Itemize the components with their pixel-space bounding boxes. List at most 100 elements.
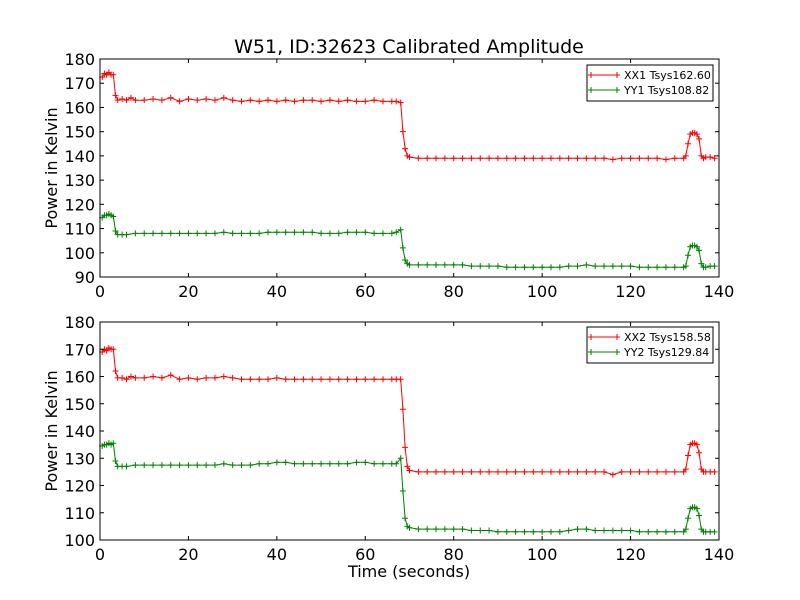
data-point	[362, 229, 369, 236]
data-point	[450, 155, 457, 162]
x-tick-label: 120	[615, 282, 646, 301]
data-point	[450, 261, 457, 268]
data-point	[468, 263, 475, 270]
data-point	[682, 466, 689, 473]
data-point	[393, 229, 400, 236]
legend-label: YY1 Tsys108.82	[623, 84, 709, 97]
data-point	[662, 468, 669, 475]
data-point	[220, 229, 227, 236]
data-point	[424, 261, 431, 268]
x-tick-label: 0	[95, 545, 105, 564]
data-point	[256, 98, 263, 105]
x-tick-label: 100	[527, 545, 558, 564]
data-point	[362, 98, 369, 105]
data-point	[326, 460, 333, 467]
data-point	[592, 527, 599, 534]
data-point	[265, 97, 272, 104]
data-point	[127, 373, 134, 380]
data-point	[698, 260, 705, 267]
data-point	[512, 155, 519, 162]
data-point	[402, 257, 409, 264]
data-point	[379, 460, 386, 467]
data-point	[433, 155, 440, 162]
y-axis-label: Power in Kelvin	[42, 107, 61, 228]
data-point	[318, 98, 325, 105]
data-point	[618, 263, 625, 270]
data-point	[618, 527, 625, 534]
data-point	[344, 229, 351, 236]
y-tick-label: 130	[64, 171, 95, 190]
data-point	[711, 155, 718, 162]
data-point	[636, 528, 643, 535]
legend: XX1 Tsys162.60 YY1 Tsys108.82	[586, 64, 714, 102]
data-point	[123, 376, 130, 383]
data-point	[300, 97, 307, 104]
data-point	[220, 373, 227, 380]
data-point	[556, 264, 563, 271]
data-point	[477, 468, 484, 475]
data-point	[406, 524, 413, 531]
data-point	[123, 463, 130, 470]
data-point	[247, 376, 254, 383]
data-point	[362, 459, 369, 466]
x-tick-label: 60	[355, 282, 375, 301]
data-point	[399, 406, 406, 413]
data-point	[335, 230, 342, 237]
data-point	[150, 462, 157, 469]
data-point	[309, 229, 316, 236]
data-point	[592, 263, 599, 270]
data-point	[211, 374, 218, 381]
data-point	[627, 468, 634, 475]
data-point	[220, 94, 227, 101]
data-point	[344, 376, 351, 383]
data-point	[583, 526, 590, 533]
data-point	[627, 155, 634, 162]
data-point	[636, 264, 643, 271]
data-point	[662, 528, 669, 535]
y-tick-label: 120	[64, 477, 95, 496]
data-point	[158, 374, 165, 381]
data-point	[441, 526, 448, 533]
data-point	[521, 528, 528, 535]
data-point	[300, 460, 307, 467]
legend-box	[586, 64, 714, 102]
data-point	[547, 264, 554, 271]
x-tick-label: 40	[267, 282, 287, 301]
series-xx1	[99, 69, 718, 163]
legend-marker	[614, 72, 620, 78]
data-point	[521, 264, 528, 271]
data-point	[185, 374, 192, 381]
data-point	[682, 526, 689, 533]
data-point	[141, 462, 148, 469]
x-tick-label: 60	[355, 545, 375, 564]
data-point	[167, 372, 174, 379]
data-point	[141, 374, 148, 381]
data-point	[127, 94, 134, 101]
data-point	[176, 462, 183, 469]
data-point	[167, 462, 174, 469]
data-point	[671, 264, 678, 271]
y-tick-label: 100	[64, 244, 95, 263]
data-point	[486, 527, 493, 534]
data-point	[702, 264, 709, 271]
data-point	[176, 376, 183, 383]
data-point	[609, 156, 616, 163]
data-point	[415, 261, 422, 268]
y-tick-label: 130	[64, 449, 95, 468]
data-point	[530, 468, 537, 475]
data-point	[645, 155, 652, 162]
data-point	[132, 97, 139, 104]
data-point	[406, 154, 413, 161]
data-point	[450, 468, 457, 475]
data-point	[229, 97, 236, 104]
data-point	[265, 229, 272, 236]
data-point	[459, 526, 466, 533]
data-point	[574, 526, 581, 533]
x-tick-label: 140	[704, 282, 735, 301]
data-point	[326, 97, 333, 104]
data-point	[693, 505, 700, 512]
data-point	[220, 460, 227, 467]
data-point	[682, 152, 689, 159]
data-point	[282, 459, 289, 466]
x-tick-label: 100	[527, 282, 558, 301]
